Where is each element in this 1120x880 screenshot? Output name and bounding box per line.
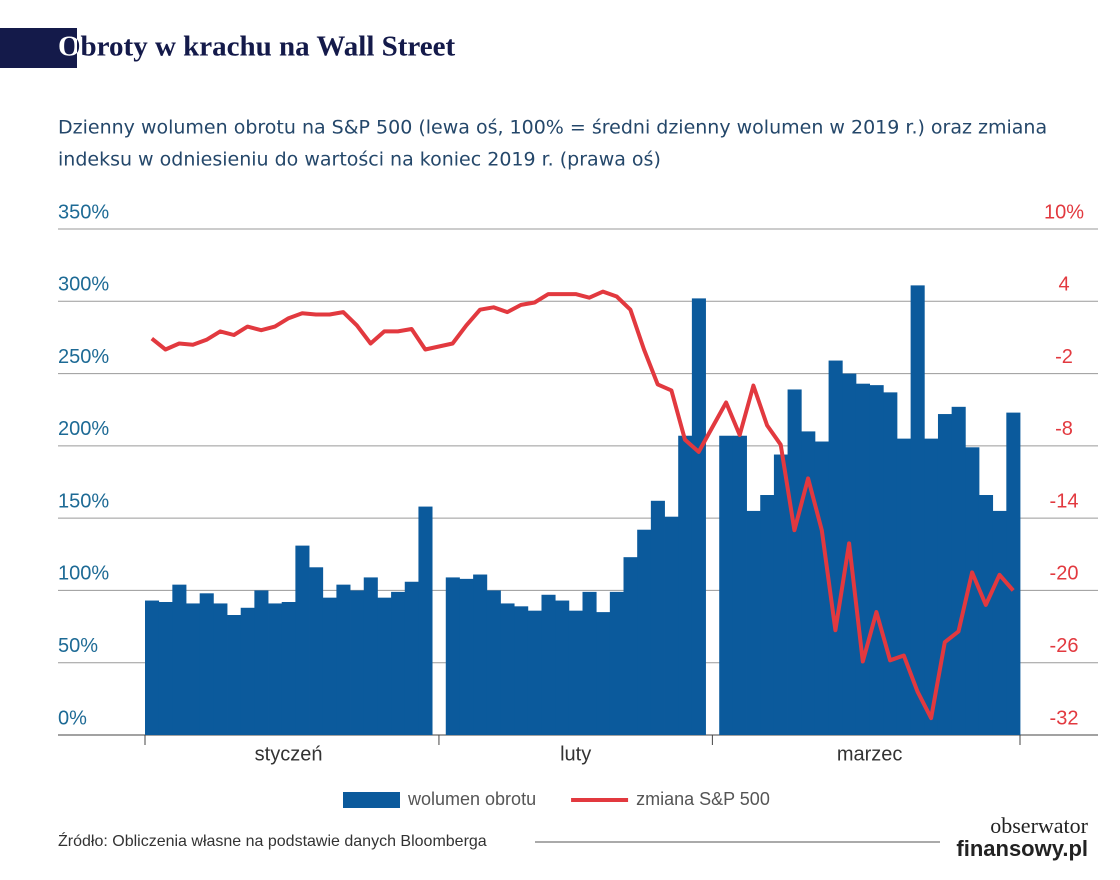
bar bbox=[213, 603, 228, 735]
bar bbox=[828, 360, 843, 735]
bar bbox=[268, 603, 283, 735]
bar bbox=[186, 603, 201, 735]
title-block bbox=[0, 28, 77, 68]
line bbox=[150, 289, 1015, 721]
legend-label: wolumen obrotu bbox=[407, 789, 536, 809]
bar bbox=[363, 577, 378, 735]
x-tick-label: styczeń bbox=[255, 743, 323, 765]
legend-swatch bbox=[343, 792, 400, 808]
bar bbox=[691, 298, 706, 735]
bar bbox=[281, 601, 296, 735]
y-tick-label: 100% bbox=[58, 563, 109, 585]
bar bbox=[910, 285, 925, 735]
bar bbox=[295, 545, 310, 735]
bar bbox=[787, 389, 802, 735]
subtitle: indeksu w odniesieniu do wartości na kon… bbox=[58, 149, 661, 171]
x-tick-label: luty bbox=[560, 743, 591, 765]
bar bbox=[937, 414, 953, 735]
bar bbox=[555, 600, 570, 735]
bar bbox=[240, 607, 255, 735]
bar bbox=[582, 591, 597, 735]
bar bbox=[760, 495, 775, 735]
bar bbox=[445, 577, 460, 735]
bar bbox=[650, 500, 665, 735]
bar bbox=[814, 441, 829, 735]
bar bbox=[951, 406, 966, 735]
y2-tick-label: -20 bbox=[1050, 563, 1079, 585]
bar bbox=[664, 516, 679, 735]
y2-tick-label: 4 bbox=[1058, 274, 1069, 296]
bar bbox=[924, 438, 939, 735]
bar bbox=[732, 435, 747, 735]
bar bbox=[527, 610, 542, 735]
source: Źródło: Obliczenia własne na podstawie d… bbox=[58, 831, 487, 850]
y2-tick-label: -32 bbox=[1050, 707, 1079, 729]
bar bbox=[418, 506, 433, 735]
y-tick-label: 200% bbox=[58, 418, 109, 440]
bar bbox=[309, 567, 324, 735]
bar bbox=[568, 610, 583, 735]
bar bbox=[609, 591, 624, 735]
bar bbox=[199, 593, 214, 735]
bar bbox=[637, 529, 652, 735]
bar bbox=[145, 600, 160, 735]
bar bbox=[514, 606, 529, 735]
bar bbox=[869, 385, 884, 735]
subtitle: Dzienny wolumen obrotu na S&P 500 (lewa … bbox=[58, 117, 1047, 139]
bar bbox=[623, 557, 638, 735]
bar bbox=[473, 574, 488, 735]
bar bbox=[801, 431, 816, 735]
bar bbox=[992, 510, 1007, 735]
bar bbox=[322, 597, 337, 735]
y2-tick-label: -2 bbox=[1055, 346, 1073, 368]
y-tick-label: 250% bbox=[58, 346, 109, 368]
logo: obserwator bbox=[990, 813, 1088, 838]
y-tick-label: 350% bbox=[58, 201, 109, 223]
y2-tick-label: -8 bbox=[1055, 418, 1073, 440]
bar bbox=[773, 454, 788, 735]
bar bbox=[1006, 412, 1021, 735]
bar bbox=[391, 591, 406, 735]
legend-label: zmiana S&P 500 bbox=[636, 789, 770, 809]
bar bbox=[350, 590, 365, 735]
bar bbox=[158, 601, 173, 735]
bar bbox=[172, 584, 187, 735]
bar bbox=[459, 578, 474, 735]
bar bbox=[965, 447, 980, 735]
bar bbox=[404, 581, 419, 735]
y2-tick-label: -14 bbox=[1050, 490, 1079, 512]
bar bbox=[883, 392, 898, 735]
bar bbox=[978, 495, 994, 735]
bar bbox=[678, 435, 693, 735]
bar bbox=[500, 603, 515, 735]
y-tick-label: 50% bbox=[58, 635, 98, 657]
logo: finansowy.pl bbox=[956, 836, 1088, 861]
chart-title: Obroty w krachu na Wall Street bbox=[58, 31, 456, 63]
y-tick-label: 0% bbox=[58, 707, 87, 729]
bar bbox=[541, 594, 556, 735]
y-tick-label: 150% bbox=[58, 490, 109, 512]
x-tick-label: marzec bbox=[837, 743, 903, 765]
bar bbox=[377, 597, 392, 735]
y-tick-label: 300% bbox=[58, 274, 109, 296]
bar bbox=[336, 584, 351, 735]
bar bbox=[746, 510, 761, 735]
y2-tick-label: -26 bbox=[1050, 635, 1079, 657]
bar bbox=[227, 615, 242, 735]
bar bbox=[896, 438, 912, 735]
bar bbox=[855, 383, 871, 735]
bar bbox=[486, 590, 501, 735]
bar bbox=[596, 612, 611, 735]
y2-tick-label: 10% bbox=[1044, 201, 1084, 223]
bar bbox=[719, 435, 734, 735]
bar bbox=[254, 590, 269, 735]
